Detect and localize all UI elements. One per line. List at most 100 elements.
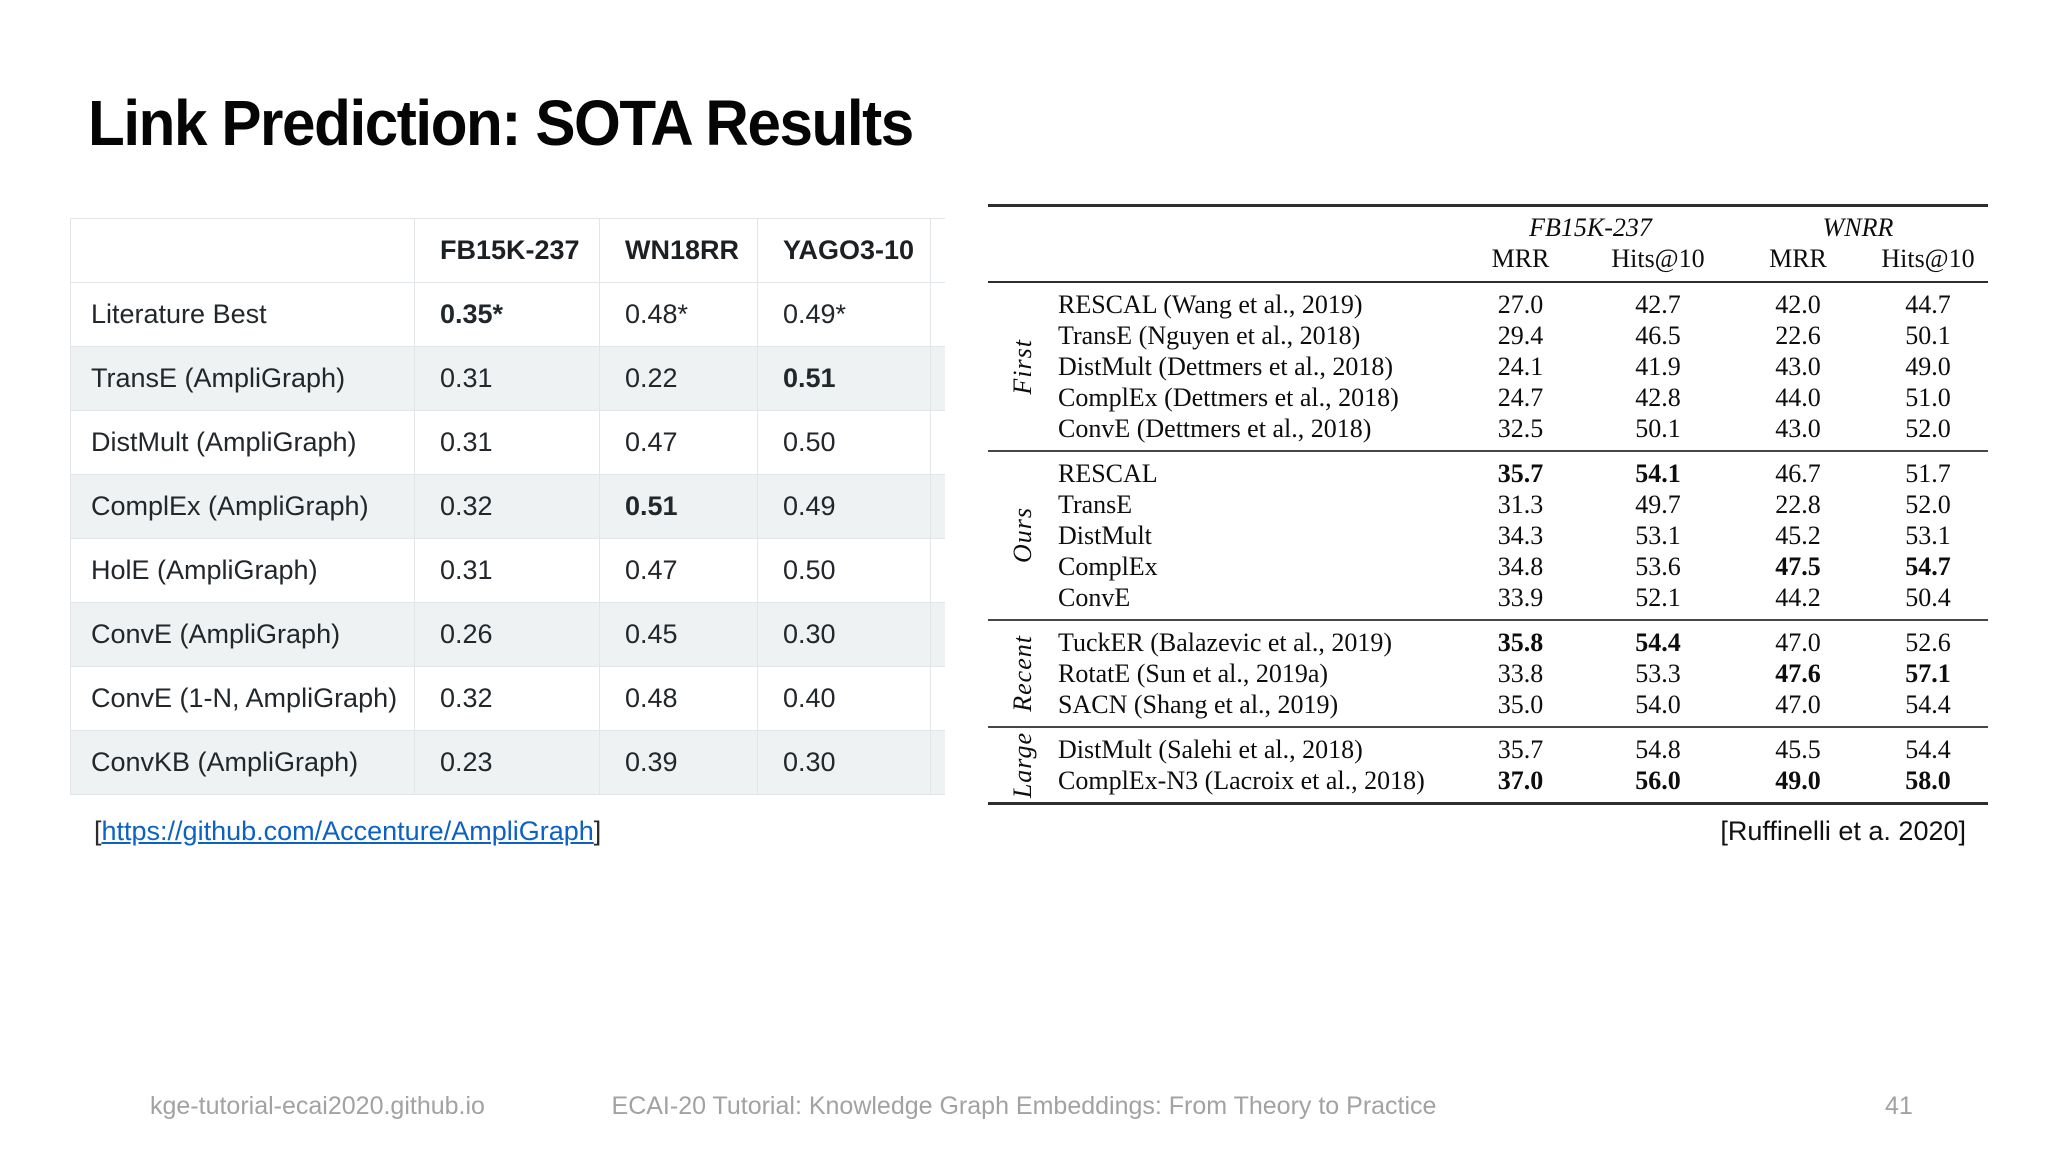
ruffinelli-benchmark-table: FB15K-237 WNRR MRR Hits@10 MRR Hits@10 Firs… [988,204,1988,805]
metric-cell: 0.32 [414,666,600,731]
metric-value: 51.7 [1905,459,1951,488]
metric-value: 44.7 [1905,290,1951,319]
model-name: ComplEx (Dettmers et al., 2018) [1058,383,1399,412]
model-name: ComplEx-N3 (Lacroix et al., 2018) [1058,766,1425,795]
ampligraph-github-link[interactable]: https://github.com/Accenture/AmpliGraph [101,816,594,846]
row-label: DistMult (AmpliGraph) [70,410,415,475]
metric-cell: 0.40 [757,666,931,731]
paper-table-row: ConvE 33.9 52.1 44.2 50.4 [988,582,1988,613]
metric-value: 24.1 [1497,352,1544,381]
metric-value: 31.3 [1497,490,1544,519]
slide-footer: kge-tutorial-ecai2020.github.io ECAI-20 … [0,1092,2048,1132]
metric-cell: 0.51 [757,346,931,411]
metric-value: 44.0 [1775,383,1821,412]
footer-site-url: kge-tutorial-ecai2020.github.io [150,1092,485,1120]
column-header: WN18RR [599,218,758,283]
model-name: DistMult [1058,521,1152,550]
metric-value: 50.1 [1635,414,1681,443]
cropped-cell [930,602,945,667]
model-name: SACN (Shang et al., 2019) [1058,690,1339,719]
metric-cell: 0.31 [414,346,600,411]
metric-value: 46.5 [1635,321,1681,350]
metric-cell: 0.47 [599,538,758,603]
paper-table-group: Recent TuckER (Balazevic et al., 2019) 35.… [988,619,1988,726]
metric-value: 43.0 [1775,352,1821,381]
metric-cell: 0.47 [599,410,758,475]
metric-cell: 0.26 [414,602,600,667]
model-name: ComplEx [1058,552,1158,581]
metric-cell: 0.31 [414,410,600,475]
right-citation: [Ruffinelli et a. 2020] [1720,816,1966,846]
metric-value: 22.8 [1775,490,1821,519]
slide-title: Link Prediction: SOTA Results [88,87,914,159]
paper-table-row: ComplEx 34.8 53.6 47.5 54.7 [988,551,1988,582]
group-label: Recent [988,621,1058,726]
metric-cell: 0.50 [757,410,931,475]
metric-cell: 0.49 [757,474,931,539]
metric-value: 35.0 [1497,690,1544,719]
table-row: TransE (AmpliGraph) 0.31 0.22 0.51 [70,346,945,411]
paper-table-row: TransE (Nguyen et al., 2018) 29.4 46.5 22.6… [988,320,1988,351]
table-header-row: FB15K-237 WN18RR YAGO3-10 [70,218,945,283]
bracket-open: [ [94,816,102,846]
cropped-cell [930,666,945,731]
metric-cell: 0.50 [757,538,931,603]
paper-table-row: DistMult (Salehi et al., 2018) 35.7 54.8 45… [988,734,1988,765]
model-name: ConvE (Dettmers et al., 2018) [1058,414,1372,443]
model-name: RESCAL [1058,459,1158,488]
metric-value: 33.8 [1497,659,1544,688]
metric-value: 54.8 [1635,735,1681,764]
metric-value: 57.1 [1905,659,1951,688]
metric-value: 22.6 [1775,321,1821,350]
metric-header: MRR [1491,244,1550,273]
row-label: ConvE (1-N, AmpliGraph) [70,666,415,731]
metric-value: 53.1 [1635,521,1681,550]
metric-value: 52.6 [1905,628,1951,657]
paper-table-row: DistMult (Dettmers et al., 2018) 24.1 41.9… [988,351,1988,382]
group-label-text: Recent [1008,635,1037,712]
metric-value: 47.0 [1775,628,1821,657]
left-citation: [https://github.com/Accenture/AmpliGraph… [94,816,601,847]
metric-cell: 0.23 [414,730,600,795]
metric-header: MRR [1769,244,1827,273]
group-label-text: First [1008,338,1037,395]
model-name: TuckER (Balazevic et al., 2019) [1058,628,1393,657]
metric-value: 50.1 [1905,321,1951,350]
metric-value: 54.1 [1635,459,1681,488]
row-label: ComplEx (AmpliGraph) [70,474,415,539]
ampligraph-results-table: FB15K-237 WN18RR YAGO3-10 Literature Best 0… [70,218,945,795]
metric-value: 45.5 [1775,735,1821,764]
paper-table-row: ComplEx (Dettmers et al., 2018) 24.7 42.8 4… [988,382,1988,413]
row-label: HolE (AmpliGraph) [70,538,415,603]
table-row: DistMult (AmpliGraph) 0.31 0.47 0.50 [70,410,945,475]
metric-cell: 0.22 [599,346,758,411]
paper-table-group: Large DistMult (Salehi et al., 2018) 35.7 5… [988,726,1988,802]
metric-cell: 0.35* [414,282,600,347]
paper-table-row: ConvE (Dettmers et al., 2018) 32.5 50.1 43.… [988,413,1988,444]
metric-cell: 0.48 [599,666,758,731]
metric-cell: 0.30 [757,730,931,795]
metric-cell: 0.49* [757,282,931,347]
metric-value: 53.3 [1635,659,1681,688]
metric-value: 52.0 [1905,414,1951,443]
metric-cell: 0.32 [414,474,600,539]
metric-value: 27.0 [1497,290,1544,319]
cropped-column [930,218,945,283]
cropped-cell [930,410,945,475]
metric-value: 53.6 [1635,552,1681,581]
metric-value: 54.7 [1905,552,1951,581]
table-row: ConvE (1-N, AmpliGraph) 0.32 0.48 0.40 [70,666,945,731]
metric-value: 34.8 [1497,552,1544,581]
metric-value: 47.5 [1775,552,1821,581]
metric-value: 49.0 [1905,352,1951,381]
paper-table-row: ComplEx-N3 (Lacroix et al., 2018) 37.0 56.… [988,765,1988,796]
paper-table-row: SACN (Shang et al., 2019) 35.0 54.0 47.0 54.… [988,689,1988,720]
model-name: TransE [1058,490,1133,519]
metric-value: 49.0 [1775,766,1821,795]
metric-value: 58.0 [1905,766,1951,795]
paper-table-row: RotatE (Sun et al., 2019a) 33.8 53.3 47.6 57… [988,658,1988,689]
row-label: Literature Best [70,282,415,347]
model-name: ConvE [1058,583,1131,612]
cropped-cell [930,346,945,411]
